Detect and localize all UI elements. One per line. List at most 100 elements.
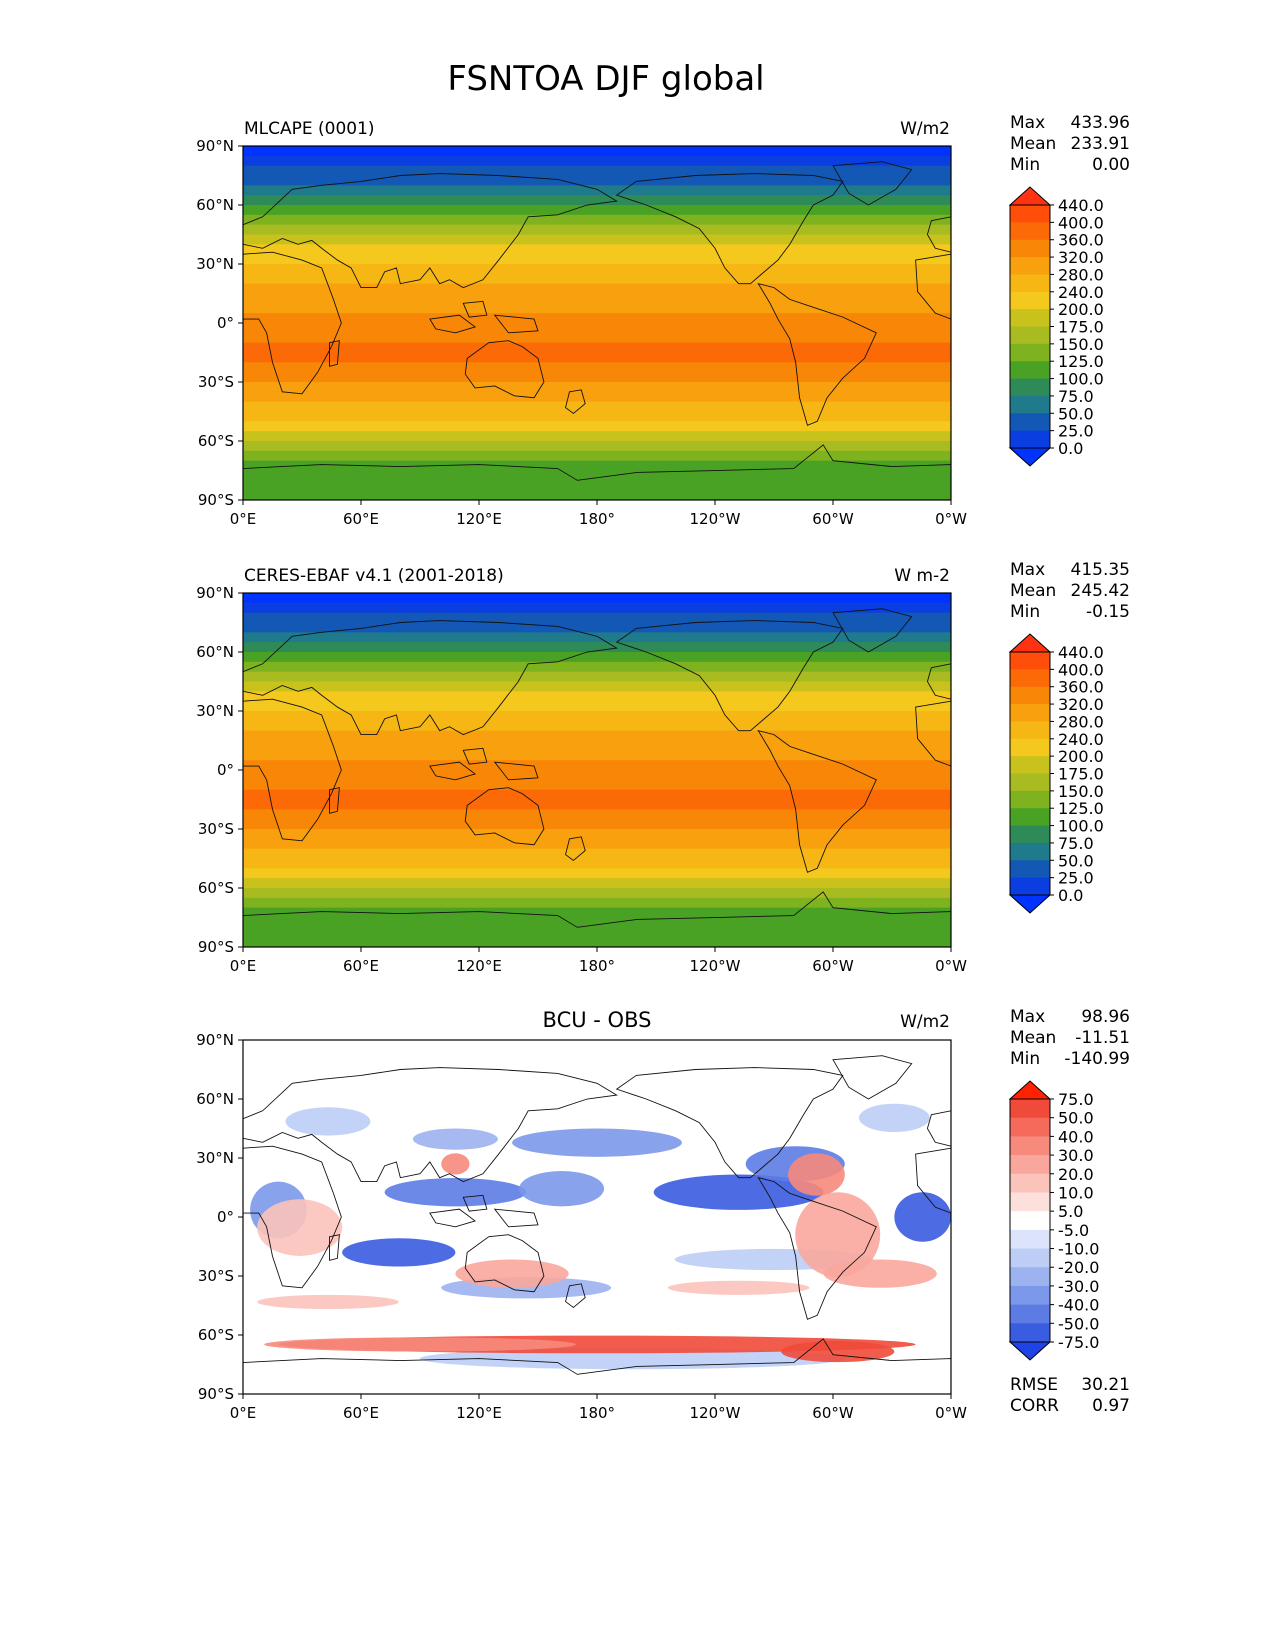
diff-colorbar-segment [1010,1192,1050,1212]
model-field-band [243,293,951,304]
obs-field-band [243,789,951,801]
model-lat-tick-label: 90°S [198,491,234,509]
obs-lat-tick-label: 60°N [196,643,234,661]
obs-lat-tick-label: 90°N [196,584,234,602]
diff-colorbar-tick-label: -20.0 [1058,1258,1099,1277]
obs-stat-min-value: -0.15 [1086,602,1130,622]
diff-colorbar-segment [1010,1155,1050,1175]
diff-anomaly-region [781,1340,895,1363]
obs-stat-min-label: Min [1010,602,1040,622]
obs-colorbar-segment [1010,756,1050,774]
diff-stat-mean-value: -11.51 [1075,1028,1130,1048]
diff-anomaly-region [788,1153,845,1196]
model-field-band [243,411,951,422]
diff-anomaly-region [667,1280,810,1295]
model-colorbar-extend-min [1008,447,1052,467]
model-stat-max-value: 433.96 [1071,113,1130,133]
model-colorbar-segment [1010,274,1050,293]
diff-stat-min-value: -140.99 [1064,1049,1130,1069]
obs-panel: CERES-EBAF v4.1 (2001-2018) W m-2 90°N 60… [196,560,1130,975]
diff-colorbar-segment [1010,1323,1050,1343]
model-colorbar-segment [1010,239,1050,258]
obs-colorbar: 440.0400.0360.0320.0280.0240.0200.0175.0… [1008,633,1104,914]
obs-lat-tick-label: 60°S [198,879,234,897]
model-field-band [243,342,951,354]
diff-colorbar-segment [1010,1099,1050,1119]
model-field-band [243,195,951,206]
diff-colorbar-extend-max [1008,1080,1052,1100]
model-field-band [243,165,951,177]
obs-field-band [243,907,951,919]
obs-field-band [243,779,951,791]
obs-colorbar-tick-label: 50.0 [1058,851,1094,870]
model-colorbar-tick-label: 320.0 [1058,248,1104,267]
obs-colorbar-segment [1010,738,1050,757]
diff-anomaly-region [257,1294,399,1310]
diff-stats: Max 98.96 Mean -11.51 Min -140.99 [1010,1007,1130,1069]
obs-field-band [243,661,951,673]
corr-label: CORR [1010,1396,1059,1416]
obs-field-band [243,858,951,869]
diff-anomaly-region [519,1170,605,1207]
diff-anomaly-region [384,1178,527,1207]
obs-panel-title: CERES-EBAF v4.1 (2001-2018) [244,566,504,586]
model-stat-mean-label: Mean [1010,134,1056,154]
obs-lat-tick-label: 30°S [198,820,234,838]
model-lat-axis: 90°N 60°N 30°N 0° 30°S 60°S 90°S [196,137,243,509]
model-field-band [243,391,951,403]
obs-field-band [243,593,951,604]
diff-anomaly-region [512,1128,682,1157]
model-colorbar-segment [1010,343,1050,362]
model-field-band [243,323,951,334]
model-colorbar-segment [1010,413,1050,432]
obs-field-band [243,602,951,614]
model-colorbar-tick-label: 150.0 [1058,335,1104,354]
obs-colorbar-tick-label: 100.0 [1058,817,1104,836]
diff-colorbar-outline [1009,1098,1051,1343]
obs-lat-tick-label: 0° [217,761,234,779]
obs-field-band [243,691,951,702]
model-field-band [243,146,951,157]
obs-field-band [243,868,951,879]
diff-map-field [250,1103,951,1370]
obs-field-band [243,878,951,889]
diff-stat-mean-label: Mean [1010,1028,1056,1048]
model-field-band [243,352,951,363]
diff-colorbar-tick-label: 5.0 [1058,1202,1083,1221]
diff-lon-tick-label: 120°W [690,1404,741,1422]
diff-colorbar-segment [1010,1117,1050,1137]
model-field-band [243,283,951,295]
model-colorbar-segment [1010,309,1050,327]
obs-colorbar-segment [1010,842,1050,861]
obs-field-band [243,917,951,928]
model-lon-tick-label: 0°W [935,510,967,528]
diff-footer-stats: RMSE 30.21 CORR 0.97 [1010,1375,1130,1416]
obs-colorbar-segment [1010,652,1050,670]
obs-stat-mean-value: 245.42 [1071,581,1130,601]
obs-colorbar-tick-label: 200.0 [1058,747,1104,766]
diff-colorbar-segment [1010,1304,1050,1324]
diff-lat-axis: 90°N 60°N 30°N 0° 30°S 60°S 90°S [196,1031,243,1403]
obs-colorbar-tick-label: 25.0 [1058,869,1094,888]
model-colorbar-segment [1010,326,1050,345]
obs-field-band [243,711,951,722]
model-colorbar-tick-label: 25.0 [1058,422,1094,441]
model-map [243,146,951,500]
diff-colorbar-tick-label: 20.0 [1058,1165,1094,1184]
model-colorbar-segment [1010,378,1050,397]
diff-stat-max-label: Max [1010,1007,1045,1027]
diff-colorbar-segment [1010,1136,1050,1156]
diff-colorbar-extend-min [1008,1341,1052,1361]
diff-colorbar-tick-label: 50.0 [1058,1109,1094,1128]
obs-colorbar-tick-label: 360.0 [1058,678,1104,697]
model-field-band [243,264,951,275]
diff-anomaly-region [412,1128,498,1150]
model-colorbar: 440.0400.0360.0320.0280.0240.0200.0175.0… [1008,186,1104,467]
obs-lon-tick-label: 180° [579,957,615,975]
obs-field-band [243,652,951,663]
obs-lon-tick-label: 120°E [456,957,502,975]
model-field-band [243,401,951,413]
obs-lon-axis: 0°E 60°E 120°E 180° 120°W 60°W 0°W [230,947,967,975]
obs-colorbar-tick-label: 150.0 [1058,782,1104,801]
diff-colorbar-tick-label: 10.0 [1058,1183,1094,1202]
